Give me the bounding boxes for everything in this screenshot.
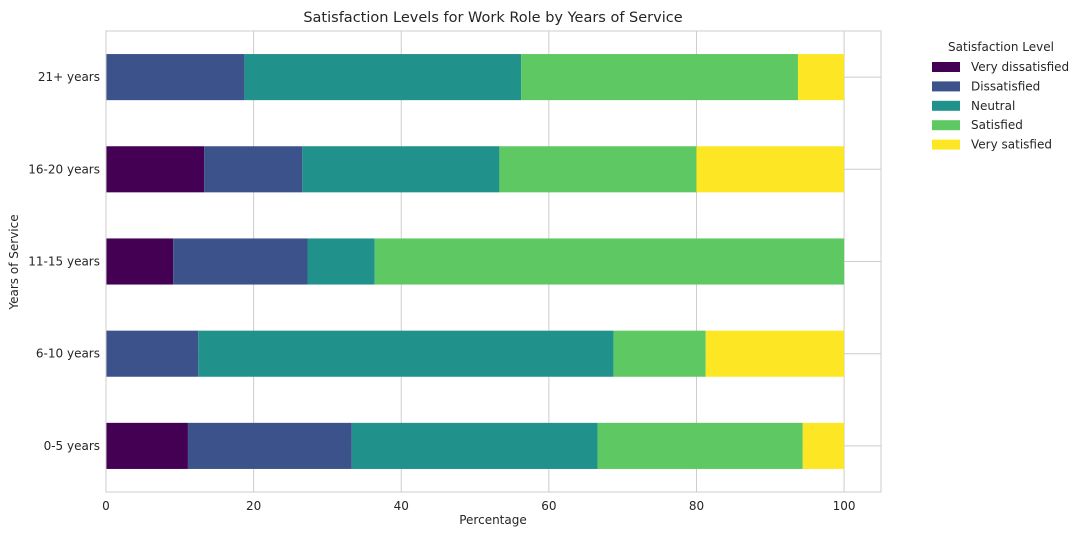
bar-segment bbox=[797, 54, 845, 101]
x-tick-label: 100 bbox=[833, 499, 856, 513]
y-tick-label: 0-5 years bbox=[44, 439, 100, 453]
bar-segment bbox=[204, 146, 303, 193]
x-axis-label: Percentage bbox=[459, 513, 527, 527]
y-tick-label: 21+ years bbox=[38, 70, 100, 84]
bar-segment bbox=[705, 330, 845, 377]
bar-segment bbox=[187, 422, 352, 469]
bar-segment bbox=[374, 238, 845, 285]
legend-swatch bbox=[932, 120, 960, 131]
legend-label: Very satisfied bbox=[971, 138, 1052, 152]
bar-segment bbox=[307, 238, 375, 285]
legend-label: Neutral bbox=[971, 99, 1015, 113]
bar-segment bbox=[106, 422, 188, 469]
bar-segment bbox=[106, 146, 205, 193]
bar-segment bbox=[613, 330, 706, 377]
x-tick-label: 80 bbox=[689, 499, 704, 513]
bar-segment bbox=[244, 54, 522, 101]
bar-segment bbox=[302, 146, 500, 193]
bar-segment bbox=[802, 422, 845, 469]
legend-swatch bbox=[932, 81, 960, 92]
legend-label: Satisfied bbox=[971, 118, 1023, 132]
chart-title: Satisfaction Levels for Work Role by Yea… bbox=[303, 10, 682, 26]
bars bbox=[106, 54, 845, 469]
y-tick-label: 6-10 years bbox=[36, 347, 100, 361]
x-ticks: 0 20 40 60 80 100 bbox=[102, 499, 855, 513]
x-tick-label: 20 bbox=[246, 499, 261, 513]
bar-segment bbox=[597, 422, 803, 469]
legend-swatch bbox=[932, 139, 960, 150]
bar-segment bbox=[351, 422, 598, 469]
bar-segment bbox=[106, 54, 245, 101]
bar-segment bbox=[106, 330, 199, 377]
legend-swatch bbox=[932, 62, 960, 72]
plot-frame bbox=[105, 30, 882, 493]
legend-label: Dissatisfied bbox=[971, 79, 1040, 93]
y-tick-label: 11-15 years bbox=[28, 255, 100, 269]
legend-label: Very dissatisfied bbox=[971, 60, 1069, 74]
legend-title: Satisfaction Level bbox=[948, 40, 1054, 54]
x-tick-label: 40 bbox=[394, 499, 409, 513]
bar-segment bbox=[198, 330, 614, 377]
x-tick-label: 60 bbox=[541, 499, 556, 513]
bar-segment bbox=[696, 146, 845, 193]
bar-segment bbox=[499, 146, 697, 193]
bar-segment bbox=[106, 238, 174, 285]
legend: Satisfaction Level Very dissatisfied Diss… bbox=[932, 40, 1069, 152]
y-axis-label: Years of Service bbox=[7, 214, 21, 310]
bar-segment bbox=[521, 54, 798, 101]
x-tick-label: 0 bbox=[102, 499, 110, 513]
y-tick-label: 16-20 years bbox=[28, 162, 100, 176]
bar-segment bbox=[173, 238, 308, 285]
legend-swatch bbox=[932, 100, 960, 111]
y-ticks: 0-5 years 6-10 years 11-15 years 16-20 year… bbox=[28, 70, 100, 453]
